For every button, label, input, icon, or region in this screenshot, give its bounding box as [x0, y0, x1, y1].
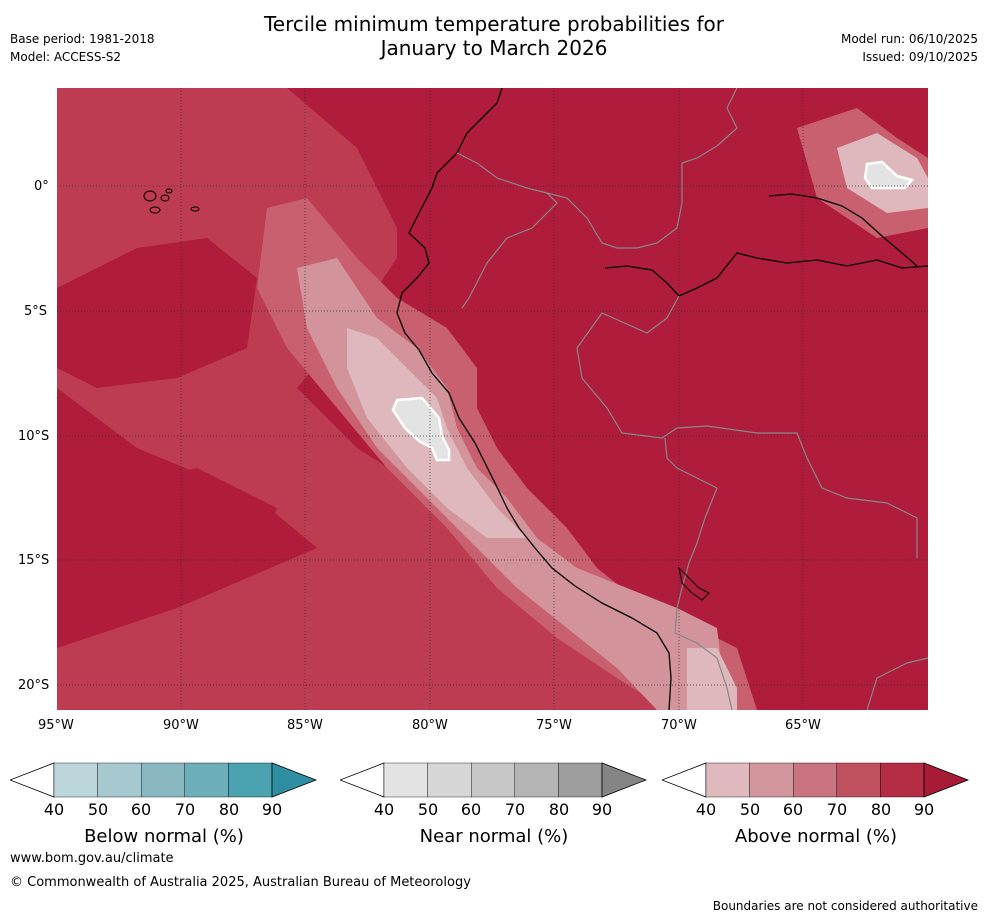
lat-label-15s: 15°S [18, 553, 50, 568]
lon-label-80w: 80°W [412, 718, 448, 733]
colorbar-above-normal: 40 50 60 70 80 90 Above normal (%) [660, 762, 970, 852]
cbar-swatch-3 [470, 762, 515, 798]
cbar-below-tick-80: 80 [218, 800, 240, 819]
near-normal-patch-northeast [863, 160, 915, 190]
cbar-above-tick-50: 50 [739, 800, 761, 819]
contour-80-south-patch [57, 468, 277, 608]
issued-date: Issued: 09/10/2025 [862, 50, 978, 64]
lat-label-0: 0° [34, 179, 49, 194]
colorbar-above-swatches [660, 762, 970, 798]
cbar-swatch-low [8, 762, 55, 798]
lon-label-95w: 95°W [38, 718, 74, 733]
cbar-swatch-1 [53, 762, 98, 798]
cbar-swatch-2 [749, 762, 794, 798]
cbar-swatch-4 [514, 762, 559, 798]
contour-40-south [687, 648, 737, 710]
lat-label-5s: 5°S [24, 304, 48, 319]
cbar-swatch-3 [140, 762, 185, 798]
lon-label-85w: 85°W [287, 718, 323, 733]
cbar-swatch-3 [792, 762, 837, 798]
cbar-swatch-high [271, 762, 318, 798]
river-amazon [604, 252, 928, 297]
cbar-near-tick-90: 90 [591, 800, 613, 819]
cbar-below-tick-50: 50 [87, 800, 109, 819]
footer-disclaimer: Boundaries are not considered authoritat… [712, 899, 978, 913]
contour-70-west [57, 88, 757, 710]
river-northeast [768, 193, 918, 267]
cbar-swatch-5 [558, 762, 603, 798]
cbar-above-label: Above normal (%) [734, 826, 898, 847]
probability-map [57, 88, 928, 710]
model-run: Model run: 06/10/2025 [840, 32, 978, 46]
colorbar-below-normal: 40 50 60 70 80 90 Below normal (%) [8, 762, 318, 852]
lon-label-90w: 90°W [163, 718, 199, 733]
country-borders [456, 88, 928, 710]
model-name: Model: ACCESS-S2 [10, 50, 122, 64]
contour-80-west-patch [57, 238, 257, 388]
lake-titicaca [678, 566, 710, 601]
cbar-near-tick-80: 80 [548, 800, 570, 819]
colorbar-below-swatches [8, 762, 318, 798]
cbar-below-tick-70: 70 [174, 800, 196, 819]
title-line-1: Tercile minimum temperature probabilitie… [263, 12, 725, 36]
cbar-below-tick-40: 40 [43, 800, 65, 819]
cbar-above-tick-80: 80 [870, 800, 892, 819]
colorbar-near-swatches [338, 762, 648, 798]
cbar-below-tick-60: 60 [130, 800, 152, 819]
coastline [396, 88, 672, 710]
lat-label-20s: 20°S [18, 678, 50, 693]
galapagos-islands [143, 188, 200, 214]
lat-label-10s: 10°S [18, 429, 50, 444]
footer-copyright: © Commonwealth of Australia 2025, Austra… [10, 875, 471, 890]
cbar-swatch-high [601, 762, 648, 798]
cbar-below-label: Below normal (%) [84, 826, 244, 847]
cbar-above-tick-90: 90 [913, 800, 935, 819]
cbar-below-tick-90: 90 [261, 800, 283, 819]
lon-label-65w: 65°W [785, 718, 821, 733]
cbar-near-tick-60: 60 [460, 800, 482, 819]
cbar-swatch-low [338, 762, 385, 798]
cbar-swatch-5 [880, 762, 925, 798]
cbar-near-tick-40: 40 [373, 800, 395, 819]
graticule [57, 88, 928, 710]
cbar-above-tick-60: 60 [782, 800, 804, 819]
cbar-near-label: Near normal (%) [419, 826, 569, 847]
cbar-swatch-4 [184, 762, 229, 798]
cbar-swatch-1 [383, 762, 428, 798]
cbar-swatch-5 [228, 762, 273, 798]
cbar-above-tick-70: 70 [826, 800, 848, 819]
cbar-swatch-high [923, 762, 970, 798]
cbar-swatch-1 [705, 762, 750, 798]
cbar-swatch-4 [836, 762, 881, 798]
cbar-swatch-2 [427, 762, 472, 798]
page-title: Tercile minimum temperature probabilitie… [0, 12, 988, 60]
lon-label-70w: 70°W [661, 718, 697, 733]
cbar-near-tick-70: 70 [504, 800, 526, 819]
cbar-swatch-low [660, 762, 707, 798]
cbar-above-tick-40: 40 [695, 800, 717, 819]
footer-url: www.bom.gov.au/climate [10, 851, 174, 866]
lon-label-75w: 75°W [536, 718, 572, 733]
colorbar-near-normal: 40 50 60 70 80 90 Near normal (%) [338, 762, 648, 852]
base-period: Base period: 1981-2018 [10, 32, 155, 46]
near-normal-patch-peru [391, 396, 451, 462]
cbar-near-tick-50: 50 [417, 800, 439, 819]
title-line-2: January to March 2026 [380, 36, 608, 60]
cbar-swatch-2 [97, 762, 142, 798]
